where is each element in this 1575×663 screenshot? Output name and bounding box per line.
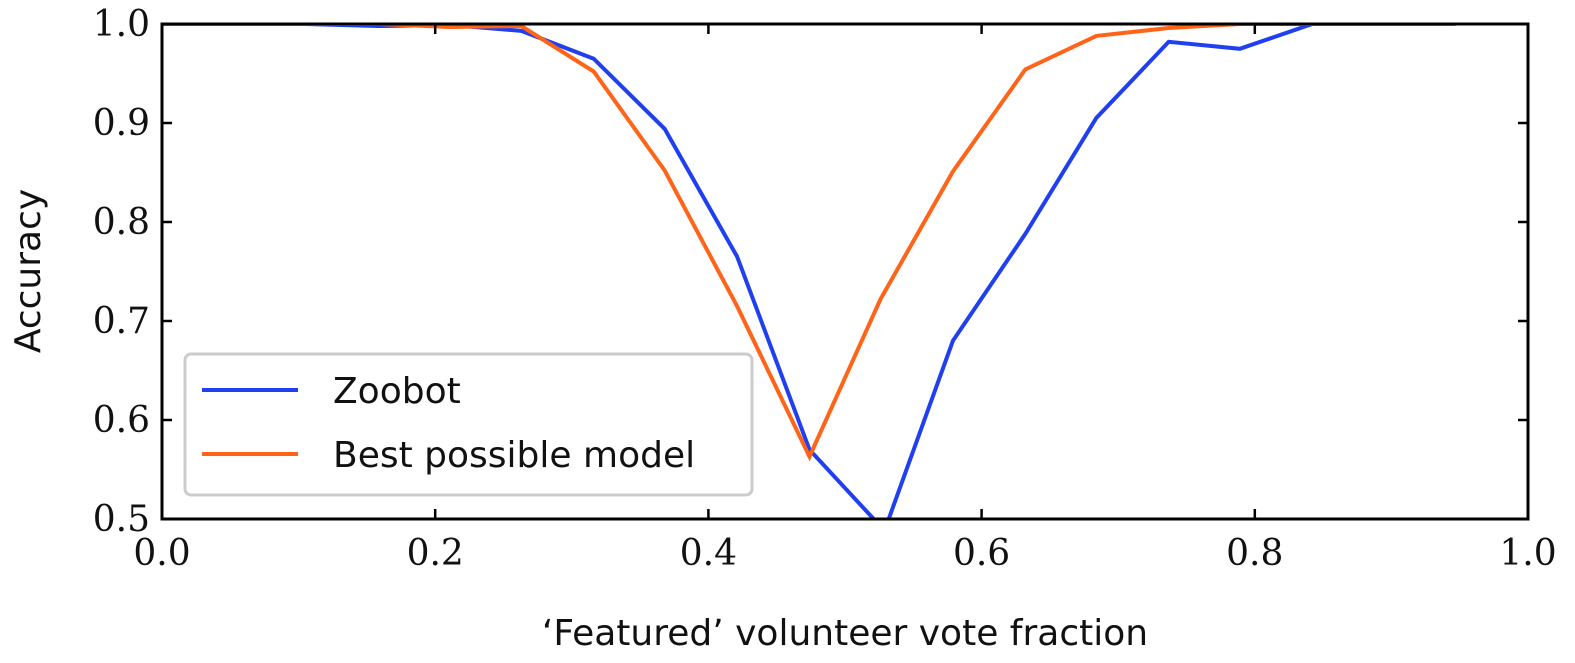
series-line-zoobot-1 <box>886 24 1456 519</box>
legend-label-zoobot: Zoobot <box>333 371 461 412</box>
y-tick-label: 0.6 <box>93 400 150 441</box>
x-tick-label: 0.4 <box>680 533 737 574</box>
legend: Zoobot Best possible model <box>183 352 754 497</box>
series-line-zoobot-0 <box>162 24 876 519</box>
y-tick-label: 0.9 <box>93 103 150 144</box>
x-tick-label: 0.0 <box>133 533 190 574</box>
legend-box <box>183 352 754 497</box>
x-axis-title: ‘Featured’ volunteer vote fraction <box>542 613 1148 654</box>
y-tick-label: 0.8 <box>93 202 150 243</box>
x-tick-label: 0.2 <box>407 533 464 574</box>
legend-label-best-possible-model: Best possible model <box>333 435 695 476</box>
x-tick-label: 1.0 <box>1499 533 1556 574</box>
y-axis-title: Accuracy <box>8 189 49 353</box>
y-tick-label: 1.0 <box>93 4 150 45</box>
series-layer <box>162 24 1456 519</box>
series-line-best-possible-model-2 <box>162 24 1456 462</box>
y-tick-label: 0.5 <box>93 499 150 540</box>
y-tick-label: 0.7 <box>93 301 150 342</box>
x-tick-label: 0.8 <box>1226 533 1283 574</box>
plot-frame <box>160 22 1530 521</box>
x-tick-label: 0.6 <box>953 533 1010 574</box>
ticks-layer: 0.0 0.2 0.4 0.6 0.8 1.0 0.5 0.6 0.7 0.8 0.9 1.0 <box>93 4 1557 574</box>
